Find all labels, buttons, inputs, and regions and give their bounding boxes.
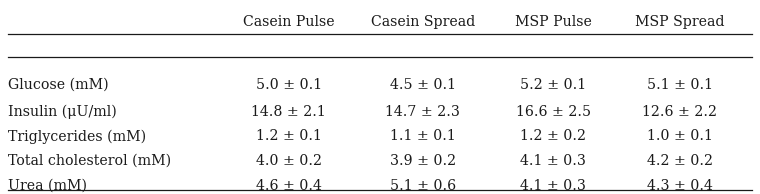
Text: 16.6 ± 2.5: 16.6 ± 2.5 bbox=[515, 105, 591, 119]
Text: Glucose (mM): Glucose (mM) bbox=[8, 78, 108, 92]
Text: 14.8 ± 2.1: 14.8 ± 2.1 bbox=[252, 105, 326, 119]
Text: 1.1 ± 0.1: 1.1 ± 0.1 bbox=[390, 129, 456, 143]
Text: Triglycerides (mM): Triglycerides (mM) bbox=[8, 129, 146, 144]
Text: Total cholesterol (mM): Total cholesterol (mM) bbox=[8, 154, 171, 168]
Text: Casein Spread: Casein Spread bbox=[371, 15, 475, 29]
Text: 1.0 ± 0.1: 1.0 ± 0.1 bbox=[647, 129, 713, 143]
Text: Insulin (μU/ml): Insulin (μU/ml) bbox=[8, 105, 116, 119]
Text: 3.9 ± 0.2: 3.9 ± 0.2 bbox=[390, 154, 456, 168]
Text: 5.1 ± 0.6: 5.1 ± 0.6 bbox=[390, 179, 456, 193]
Text: 4.2 ± 0.2: 4.2 ± 0.2 bbox=[647, 154, 713, 168]
Text: MSP Pulse: MSP Pulse bbox=[515, 15, 591, 29]
Text: 14.7 ± 2.3: 14.7 ± 2.3 bbox=[385, 105, 461, 119]
Text: 4.3 ± 0.4: 4.3 ± 0.4 bbox=[647, 179, 713, 193]
Text: 4.1 ± 0.3: 4.1 ± 0.3 bbox=[521, 154, 586, 168]
Text: Casein Pulse: Casein Pulse bbox=[243, 15, 334, 29]
Text: MSP Spread: MSP Spread bbox=[635, 15, 724, 29]
Text: 4.0 ± 0.2: 4.0 ± 0.2 bbox=[256, 154, 321, 168]
Text: 1.2 ± 0.1: 1.2 ± 0.1 bbox=[256, 129, 321, 143]
Text: 12.6 ± 2.2: 12.6 ± 2.2 bbox=[642, 105, 717, 119]
Text: Urea (mM): Urea (mM) bbox=[8, 179, 87, 193]
Text: 1.2 ± 0.2: 1.2 ± 0.2 bbox=[520, 129, 586, 143]
Text: 5.1 ± 0.1: 5.1 ± 0.1 bbox=[647, 78, 713, 92]
Text: 4.5 ± 0.1: 4.5 ± 0.1 bbox=[390, 78, 456, 92]
Text: 5.2 ± 0.1: 5.2 ± 0.1 bbox=[520, 78, 586, 92]
Text: 4.6 ± 0.4: 4.6 ± 0.4 bbox=[256, 179, 321, 193]
Text: 4.1 ± 0.3: 4.1 ± 0.3 bbox=[521, 179, 586, 193]
Text: 5.0 ± 0.1: 5.0 ± 0.1 bbox=[255, 78, 321, 92]
